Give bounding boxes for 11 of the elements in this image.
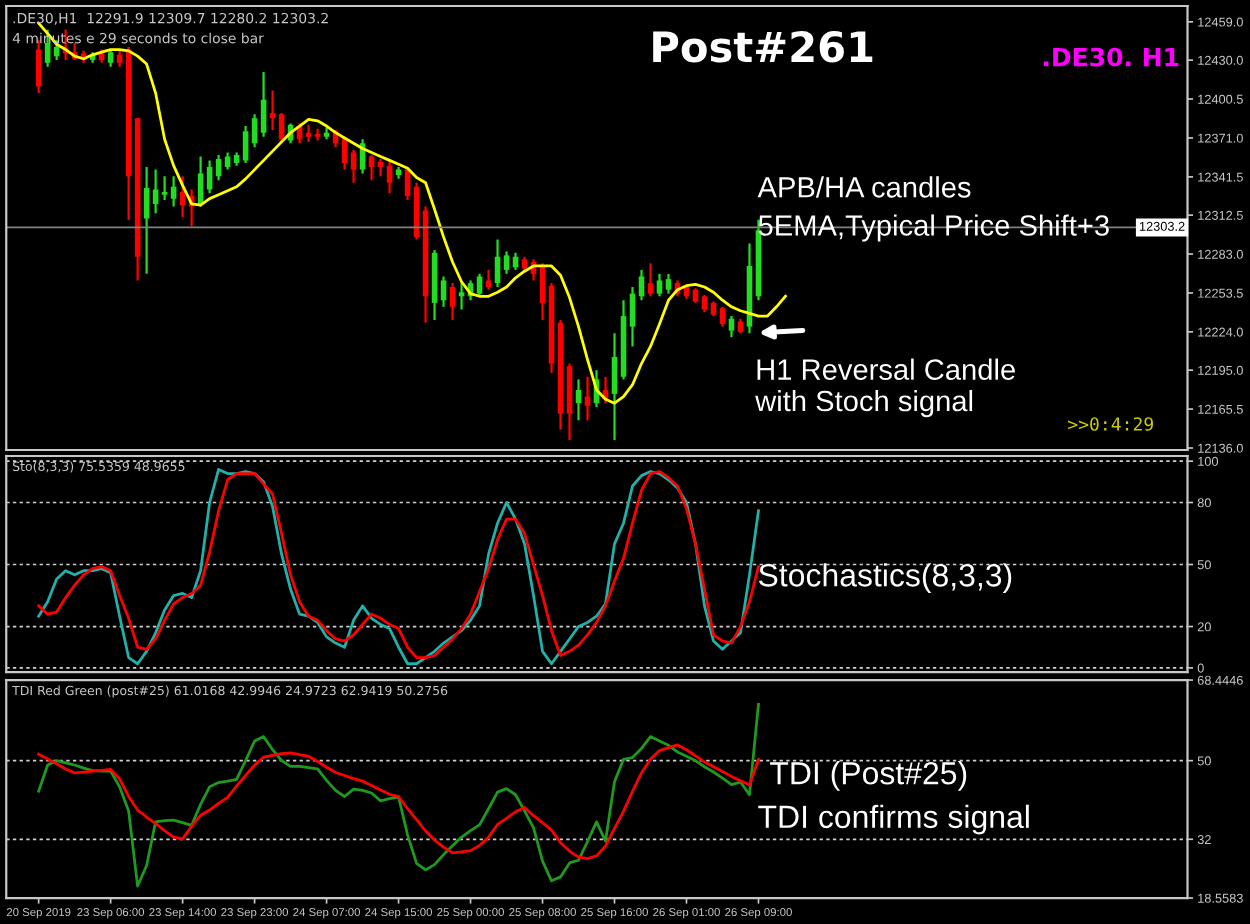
line-series <box>37 743 760 860</box>
line-series <box>37 702 760 888</box>
annotation: 5EMA,Typical Price Shift+3 <box>758 214 1109 242</box>
text: >>0:4:29 <box>1068 417 1153 431</box>
annotation: APB/HA candles <box>757 176 971 198</box>
chart-title: Post#261 <box>653 30 873 63</box>
annotation: TDI confirms signal <box>758 804 1029 835</box>
text: .DE30. H1 <box>1043 47 1179 67</box>
annotation: H1 Reversal Candle with Stoch signal <box>755 358 1015 418</box>
annotation: TDI (Post#25) <box>770 761 967 791</box>
annotation: Stochastics(8,3,3) <box>758 563 1012 593</box>
